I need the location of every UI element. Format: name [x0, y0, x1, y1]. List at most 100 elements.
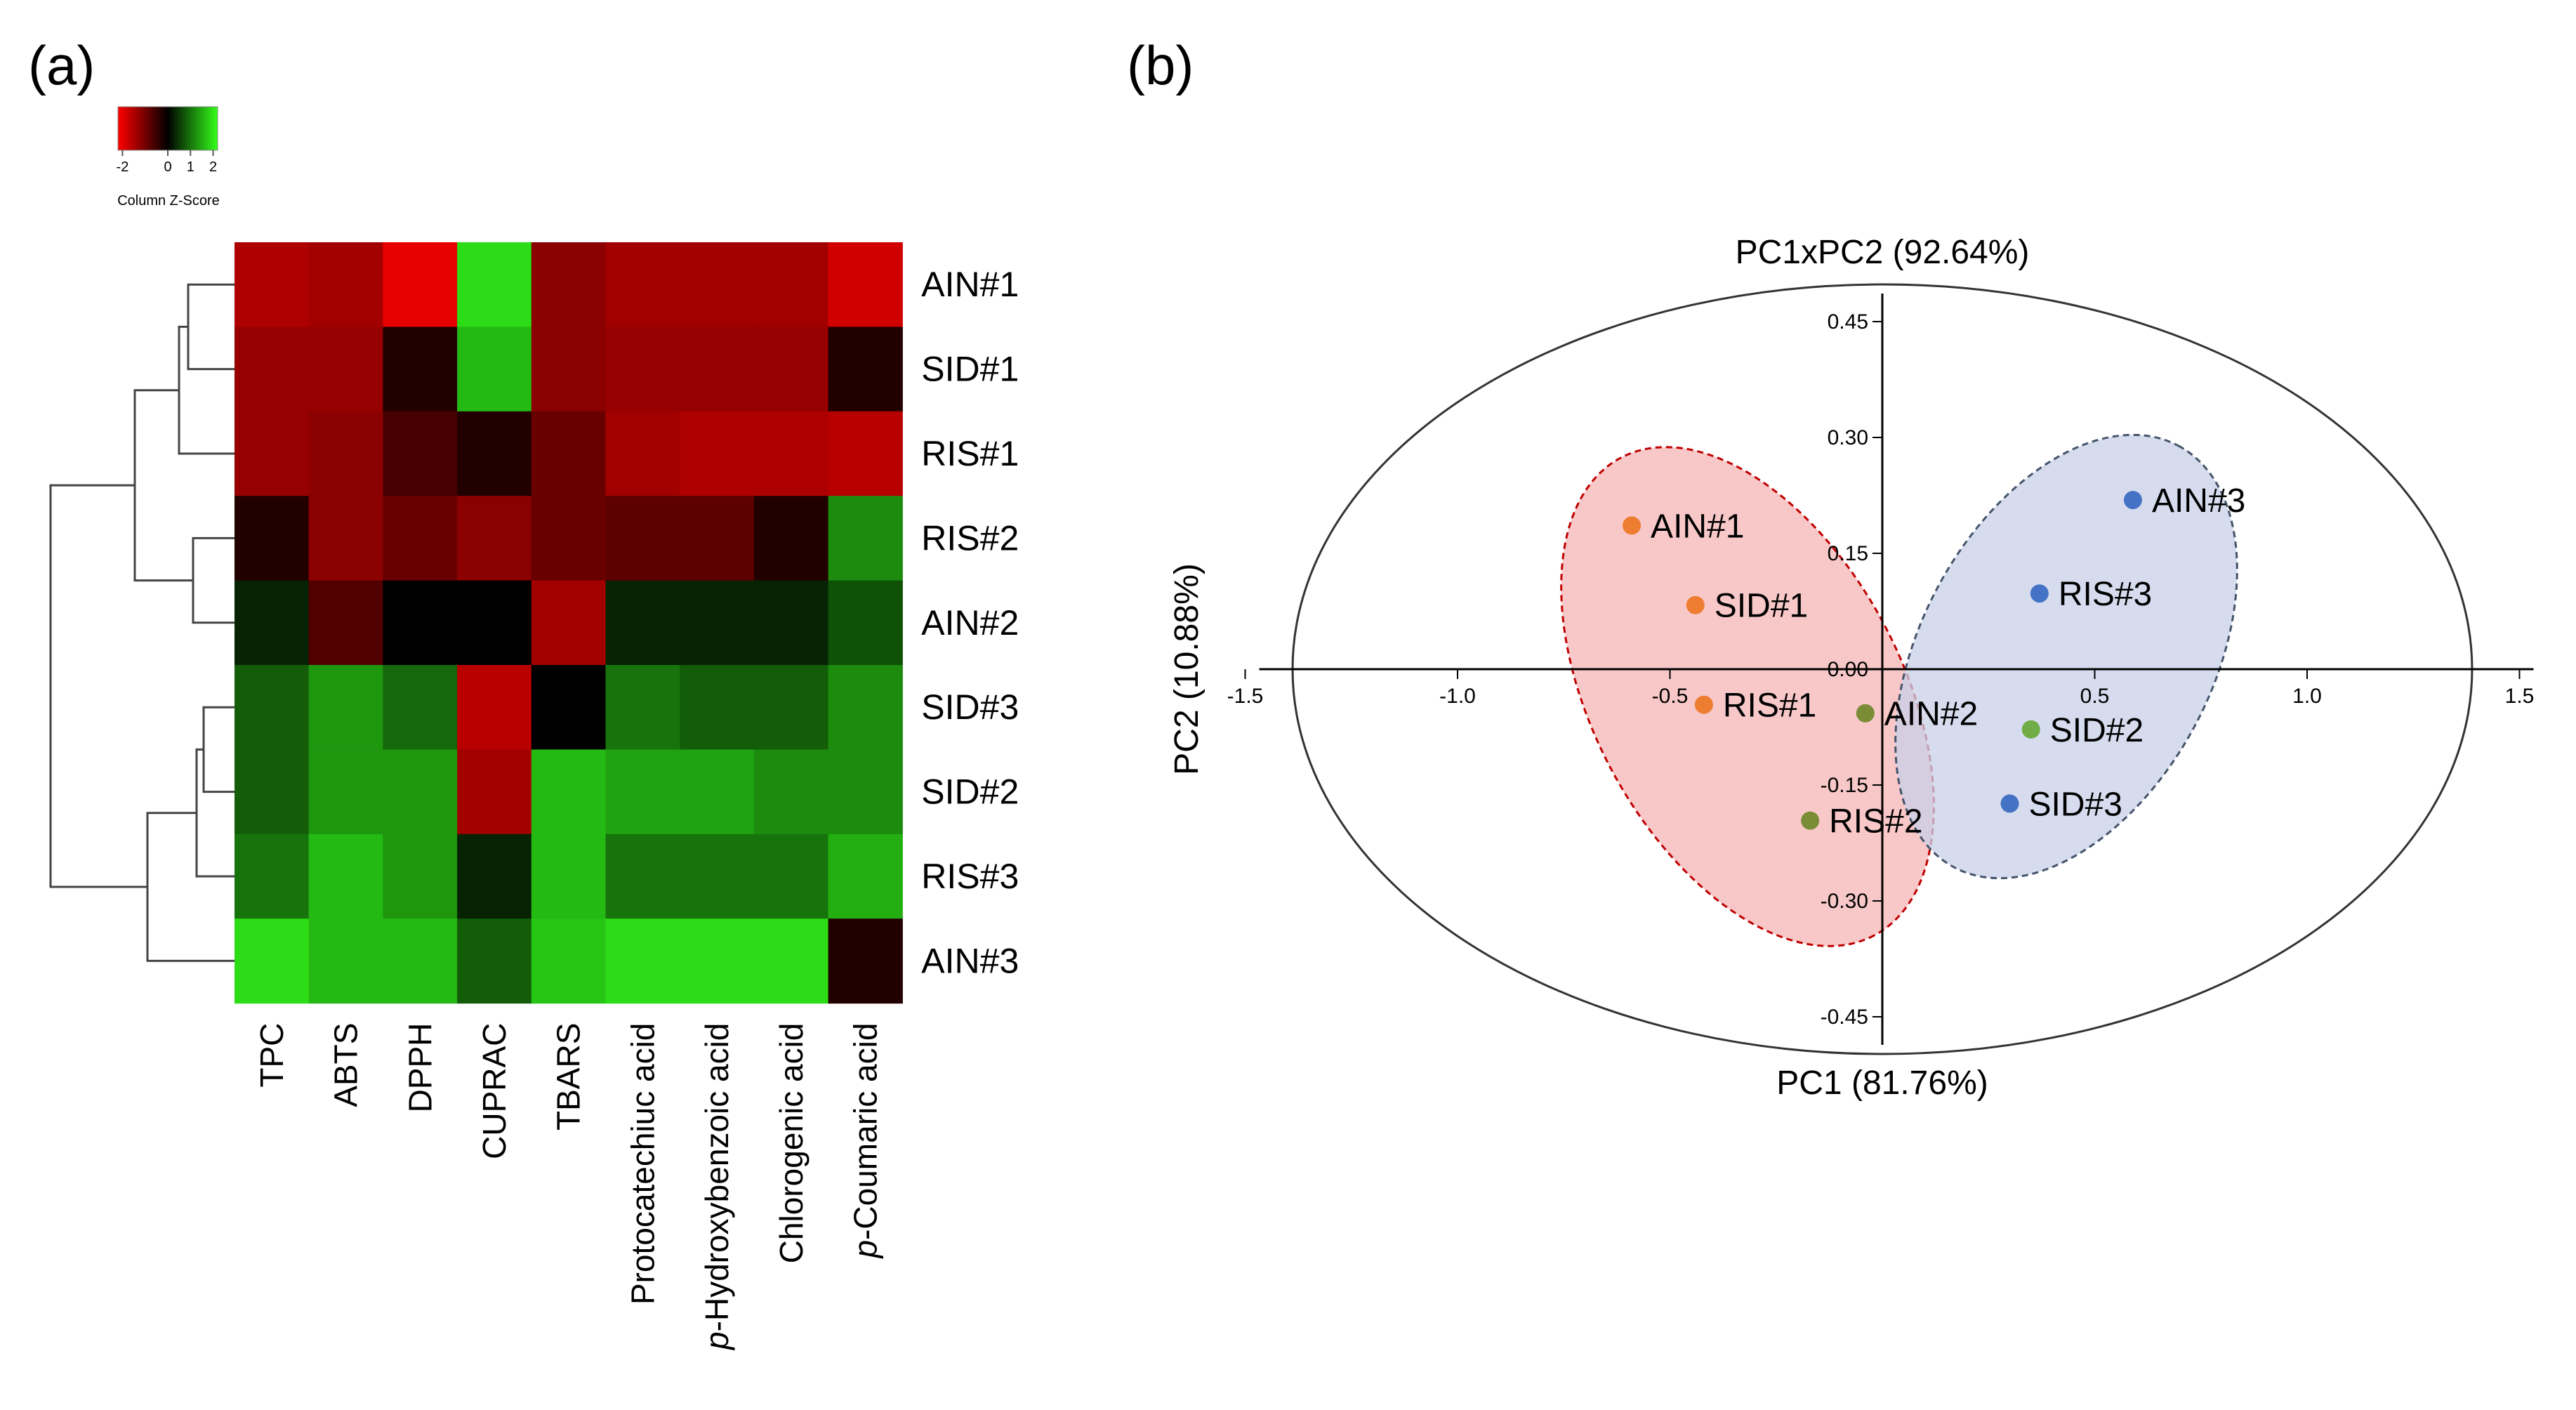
- color-key-swatch: [178, 107, 181, 150]
- pca-point: [2030, 584, 2049, 603]
- x-tick-label: -1.0: [1439, 685, 1476, 708]
- color-key-swatch: [120, 107, 124, 150]
- pca-y-axis-label: PC2 (10.88%): [1168, 563, 1206, 775]
- heatmap-cell: [753, 749, 829, 835]
- color-key-swatch: [162, 107, 166, 150]
- color-key-swatch: [170, 107, 173, 150]
- heatmap-cell: [235, 834, 310, 919]
- heatmap-cell: [383, 665, 458, 750]
- heatmap-column-label: Chlorogenic acid: [773, 1023, 810, 1264]
- heatmap-cell: [457, 411, 532, 496]
- color-key-swatch: [160, 107, 164, 150]
- heatmap-cell: [680, 918, 755, 1004]
- color-key-swatch: [128, 107, 131, 150]
- heatmap-cell: [753, 665, 829, 750]
- color-key-tick-label: 1: [187, 159, 194, 175]
- heatmap-cell: [531, 411, 607, 496]
- pca-point-label: RIS#3: [2059, 576, 2152, 613]
- heatmap-cell: [235, 327, 310, 412]
- dendrogram-branch: [187, 283, 235, 371]
- heatmap-cell: [531, 918, 607, 1004]
- pca-point-label: RIS#2: [1829, 803, 1922, 841]
- heatmap-cell: [680, 834, 755, 919]
- heatmap-cell: [605, 411, 680, 496]
- y-tick-label: 0.45: [1828, 310, 1868, 334]
- x-tick-label: -1.5: [1227, 685, 1264, 708]
- color-key-swatch: [205, 107, 209, 150]
- pca-tick-labels: -1.5 -1.0 -0.5 0.5 1.0 1.5 0.45 0.30 0.15 0.00 -0.…: [1227, 310, 2535, 1029]
- heatmap-cell: [753, 242, 829, 327]
- heatmap-cell: [383, 918, 458, 1004]
- pca-point: [1801, 811, 1820, 830]
- color-key-swatch: [190, 107, 193, 150]
- pca-point: [2000, 794, 2019, 813]
- color-key-swatch: [195, 107, 199, 150]
- heatmap-cell: [531, 580, 607, 666]
- heatmap-cell: [680, 242, 755, 327]
- heatmap-column-label: DPPH: [402, 1023, 438, 1113]
- heatmap-cell: [383, 580, 458, 666]
- heatmap-cell: [457, 749, 532, 835]
- color-key-swatch: [123, 107, 126, 150]
- x-tick-label: 1.0: [2292, 685, 2322, 708]
- color-key-swatch: [138, 107, 141, 150]
- pca-point-label: AIN#3: [2152, 482, 2245, 520]
- row-dendrogram: [49, 283, 235, 962]
- color-key-swatch: [168, 107, 171, 150]
- color-key-swatch: [215, 107, 218, 150]
- heatmap-column-label: TPC: [253, 1023, 290, 1088]
- heatmap-cell: [531, 834, 607, 919]
- heatmap-cell: [828, 918, 903, 1004]
- y-tick-label: -0.45: [1821, 1006, 1868, 1029]
- pca-point: [1686, 595, 1705, 614]
- heatmap-cells: [235, 242, 903, 1004]
- color-key-swatch: [180, 107, 183, 150]
- heatmap-row-label: SID#2: [921, 772, 1019, 812]
- heatmap-cell: [531, 665, 607, 750]
- dendrogram-branch: [133, 389, 193, 582]
- heatmap-cell: [828, 749, 903, 835]
- heatmap-cell: [680, 496, 755, 581]
- color-key-swatch: [165, 107, 169, 150]
- color-key-title: Column Z-Score: [117, 193, 220, 209]
- heatmap-cell: [308, 665, 383, 750]
- heatmap-cell: [605, 665, 680, 750]
- dendrogram-branch: [192, 536, 235, 624]
- heatmap-cell: [235, 411, 310, 496]
- heatmap-row-label: RIS#1: [921, 434, 1019, 473]
- color-key-swatch: [207, 107, 211, 150]
- heatmap-cell: [605, 327, 680, 412]
- color-key-swatch: [197, 107, 201, 150]
- color-key-tick-label: 0: [164, 159, 171, 175]
- y-tick-label: 0.15: [1828, 542, 1868, 565]
- heatmap-cell: [457, 242, 532, 327]
- heatmap-cell: [680, 749, 755, 835]
- heatmap-cell: [680, 580, 755, 666]
- heatmap-cell: [753, 834, 829, 919]
- color-key-tick-label: 2: [209, 159, 217, 175]
- heatmap-row-labels: AIN#1 SID#1 RIS#1 RIS#2 AIN#2 SID#3 SID#2 RIS#3…: [921, 265, 1019, 980]
- heatmap-cell: [828, 834, 903, 919]
- heatmap-cell: [308, 327, 383, 412]
- heatmap-cell: [308, 918, 383, 1004]
- heatmap-cell: [235, 580, 310, 666]
- heatmap-cell: [457, 918, 532, 1004]
- pca-title: PC1xPC2 (92.64%): [1736, 234, 2030, 271]
- x-tick-label: -0.5: [1652, 685, 1689, 708]
- color-key-swatch: [145, 107, 149, 150]
- pca-point-label: SID#3: [2029, 786, 2122, 823]
- heatmap-cell: [308, 580, 383, 666]
- color-key-swatch: [202, 107, 206, 150]
- color-key-swatch: [175, 107, 178, 150]
- color-key-swatch: [185, 107, 188, 150]
- heatmap-cell: [457, 834, 532, 919]
- heatmap-cell: [828, 496, 903, 581]
- heatmap-cell: [605, 242, 680, 327]
- heatmap-cell: [605, 834, 680, 919]
- color-key-swatch: [187, 107, 191, 150]
- color-key-swatch: [147, 107, 151, 150]
- heatmap-cell: [383, 749, 458, 835]
- color-key-swatch: [152, 107, 156, 150]
- heatmap-row-label: AIN#2: [921, 603, 1019, 643]
